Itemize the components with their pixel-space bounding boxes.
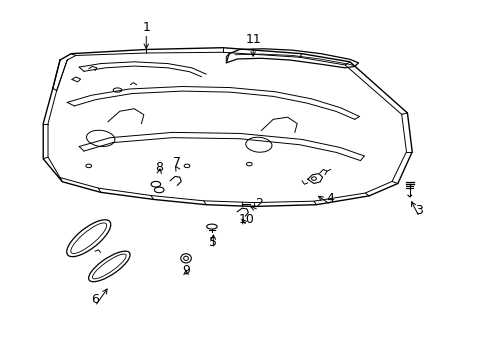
Text: 5: 5 bbox=[209, 236, 217, 249]
Text: 7: 7 bbox=[173, 156, 181, 170]
Text: 2: 2 bbox=[254, 197, 262, 210]
Text: 9: 9 bbox=[182, 264, 189, 277]
Text: 1: 1 bbox=[142, 21, 150, 33]
Text: 8: 8 bbox=[155, 161, 163, 174]
Text: 6: 6 bbox=[91, 293, 99, 306]
Text: 10: 10 bbox=[239, 213, 254, 226]
Text: 11: 11 bbox=[245, 33, 261, 46]
Text: 3: 3 bbox=[415, 204, 423, 217]
Text: 4: 4 bbox=[326, 192, 334, 205]
